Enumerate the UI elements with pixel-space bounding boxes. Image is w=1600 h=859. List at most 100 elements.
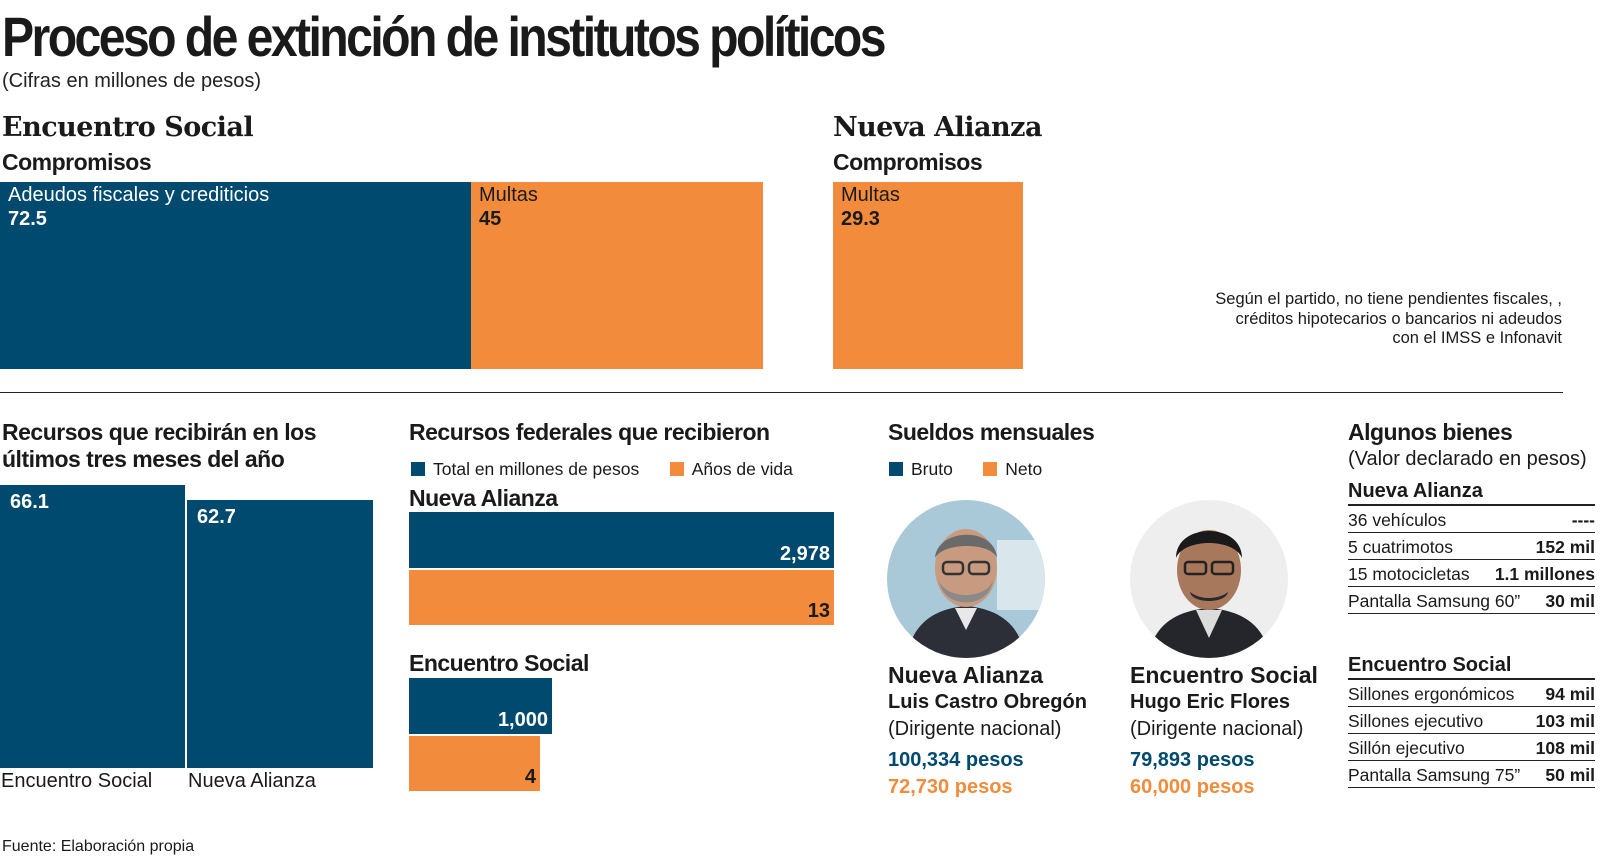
bienes-row-label: Pantalla Samsung 75” bbox=[1348, 765, 1521, 785]
recursos-title-line: últimos tres meses del año bbox=[2, 446, 285, 472]
person-salary-neto: 60,000 pesos bbox=[1130, 776, 1255, 798]
na-note-line: con el IMSS e Infonavit bbox=[1392, 329, 1562, 347]
recursos-label-na: Nueva Alianza bbox=[188, 770, 316, 792]
recursos-title-line: Recursos que recibirán en los bbox=[2, 419, 317, 445]
recursos-value-es: 66.1 bbox=[10, 491, 49, 513]
na-note: Según el partido, no tiene pendientes fi… bbox=[1142, 290, 1562, 349]
federales-na-anios-value: 13 bbox=[807, 600, 830, 622]
legend-bruto: Bruto bbox=[889, 459, 953, 479]
bienes-row: 5 cuatrimotos 152 mil bbox=[1348, 533, 1595, 560]
es-multas-bar: Multas 45 bbox=[471, 182, 763, 369]
es-adeudos-value: 72.5 bbox=[8, 208, 47, 230]
es-party-heading: Encuentro Social bbox=[2, 112, 254, 143]
bienes-row: Sillones ejecutivo 103 mil bbox=[1348, 707, 1595, 734]
bienes-row-value: 152 mil bbox=[1535, 537, 1595, 557]
legend-neto-label: Neto bbox=[1005, 459, 1043, 479]
federales-es-anios-bar: 4 bbox=[409, 736, 540, 791]
portrait-luis-castro bbox=[887, 500, 1045, 658]
bienes-row: 36 vehículos ---- bbox=[1348, 506, 1595, 533]
bienes-row-value: 103 mil bbox=[1535, 711, 1595, 731]
bienes-row: Sillón ejecutivo 108 mil bbox=[1348, 734, 1595, 761]
na-compromisos-heading: Compromisos bbox=[833, 149, 983, 175]
person-party: Encuentro Social bbox=[1130, 662, 1318, 688]
na-note-line: créditos hipotecarios o bancarios ni ade… bbox=[1235, 309, 1562, 328]
bienes-group-heading: Encuentro Social bbox=[1348, 654, 1595, 680]
federales-title: Recursos federales que recibieron bbox=[409, 419, 770, 445]
bienes-row: Pantalla Samsung 75” 50 mil bbox=[1348, 761, 1595, 788]
federales-es-heading: Encuentro Social bbox=[409, 650, 589, 676]
federales-na-total-bar: 2,978 bbox=[409, 512, 834, 568]
bienes-group-es: Encuentro Social Sillones ergonómicos 94 … bbox=[1348, 654, 1595, 788]
bienes-row-value: 94 mil bbox=[1545, 684, 1595, 704]
section-divider bbox=[0, 392, 1563, 393]
person-name: Luis Castro Obregón bbox=[888, 691, 1087, 713]
federales-na-total-value: 2,978 bbox=[779, 543, 830, 565]
page-subtitle: (Cifras en millones de pesos) bbox=[2, 70, 261, 92]
bienes-row-value: 108 mil bbox=[1535, 738, 1595, 758]
legend-bruto-label: Bruto bbox=[911, 459, 953, 479]
bienes-row-label: 15 motocicletas bbox=[1348, 564, 1470, 584]
bienes-row-label: 36 vehículos bbox=[1348, 510, 1447, 530]
na-multas-value: 29.3 bbox=[841, 208, 880, 230]
bienes-row-value: 1.1 millones bbox=[1494, 564, 1595, 584]
sueldos-legend: Bruto Neto bbox=[889, 459, 1068, 480]
sueldos-title: Sueldos mensuales bbox=[888, 419, 1095, 445]
person-card-2: Encuentro Social Hugo Eric Flores (Dirig… bbox=[1130, 662, 1318, 801]
person-salary-bruto: 100,334 pesos bbox=[888, 749, 1024, 771]
page-title: Proceso de extinción de institutos polít… bbox=[2, 5, 887, 68]
legend-anios-label: Años de vida bbox=[691, 459, 793, 479]
bienes-title: Algunos bienes bbox=[1348, 419, 1513, 445]
person-party: Nueva Alianza bbox=[888, 662, 1044, 688]
person-salary-bruto: 79,893 pesos bbox=[1130, 749, 1255, 771]
source-note: Fuente: Elaboración propia bbox=[2, 838, 195, 855]
person-role: (Dirigente nacional) bbox=[1130, 718, 1304, 740]
es-adeudos-bar: Adeudos fiscales y crediticios 72.5 bbox=[0, 182, 471, 369]
bienes-row-value: ---- bbox=[1571, 510, 1595, 530]
legend-swatch-orange bbox=[983, 462, 998, 476]
federales-es-anios-value: 4 bbox=[524, 766, 536, 788]
bienes-row-label: Sillón ejecutivo bbox=[1348, 738, 1465, 758]
person-name: Hugo Eric Flores bbox=[1130, 691, 1291, 713]
bienes-row-label: 5 cuatrimotos bbox=[1348, 537, 1454, 557]
na-multas-label: Multas bbox=[841, 184, 900, 206]
recursos-title: Recursos que recibirán en los últimos tr… bbox=[2, 419, 317, 473]
bienes-row-label: Pantalla Samsung 60” bbox=[1348, 591, 1521, 611]
legend-swatch-orange bbox=[669, 462, 684, 476]
legend-neto: Neto bbox=[983, 459, 1042, 479]
portrait-hugo-eric-flores bbox=[1130, 500, 1288, 658]
na-note-line: Según el partido, no tiene pendientes fi… bbox=[1215, 290, 1562, 308]
bienes-row-value: 50 mil bbox=[1545, 765, 1595, 785]
na-multas-bar: Multas 29.3 bbox=[833, 182, 1023, 369]
bienes-row: Sillones ergonómicos 94 mil bbox=[1348, 680, 1595, 707]
federales-na-anios-bar: 13 bbox=[409, 570, 834, 625]
bienes-row-label: Sillones ejecutivo bbox=[1348, 711, 1484, 731]
es-adeudos-label: Adeudos fiscales y crediticios bbox=[8, 184, 270, 206]
recursos-bar-es: 66.1 bbox=[0, 485, 185, 768]
person-card-1: Nueva Alianza Luis Castro Obregón (Dirig… bbox=[888, 662, 1087, 801]
bienes-group-heading: Nueva Alianza bbox=[1348, 480, 1595, 506]
bienes-row-label: Sillones ergonómicos bbox=[1348, 684, 1515, 704]
bienes-row: 15 motocicletas 1.1 millones bbox=[1348, 560, 1595, 587]
es-multas-value: 45 bbox=[479, 208, 502, 230]
recursos-value-na: 62.7 bbox=[197, 506, 236, 528]
legend-anios: Años de vida bbox=[669, 459, 793, 479]
bienes-group-na: Nueva Alianza 36 vehículos ---- 5 cuatrim… bbox=[1348, 480, 1595, 614]
bienes-row: Pantalla Samsung 60” 30 mil bbox=[1348, 587, 1595, 614]
legend-swatch-blue bbox=[411, 462, 425, 476]
federales-legend: Total en millones de pesos Años de vida bbox=[411, 459, 819, 480]
recursos-bar-na: 62.7 bbox=[187, 500, 373, 768]
federales-es-total-bar: 1,000 bbox=[409, 678, 552, 734]
es-compromisos-heading: Compromisos bbox=[2, 149, 152, 175]
bienes-subtitle: (Valor declarado en pesos) bbox=[1348, 448, 1587, 470]
na-party-heading: Nueva Alianza bbox=[833, 112, 1043, 143]
federales-na-heading: Nueva Alianza bbox=[409, 485, 558, 511]
legend-total-label: Total en millones de pesos bbox=[433, 459, 640, 479]
recursos-label-es: Encuentro Social bbox=[1, 770, 153, 792]
legend-total: Total en millones de pesos bbox=[411, 459, 639, 479]
legend-swatch-blue bbox=[889, 462, 903, 476]
person-role: (Dirigente nacional) bbox=[888, 718, 1062, 740]
bienes-row-value: 30 mil bbox=[1545, 591, 1595, 611]
person-salary-neto: 72,730 pesos bbox=[888, 776, 1013, 798]
es-multas-label: Multas bbox=[479, 184, 538, 206]
federales-es-total-value: 1,000 bbox=[497, 709, 548, 731]
